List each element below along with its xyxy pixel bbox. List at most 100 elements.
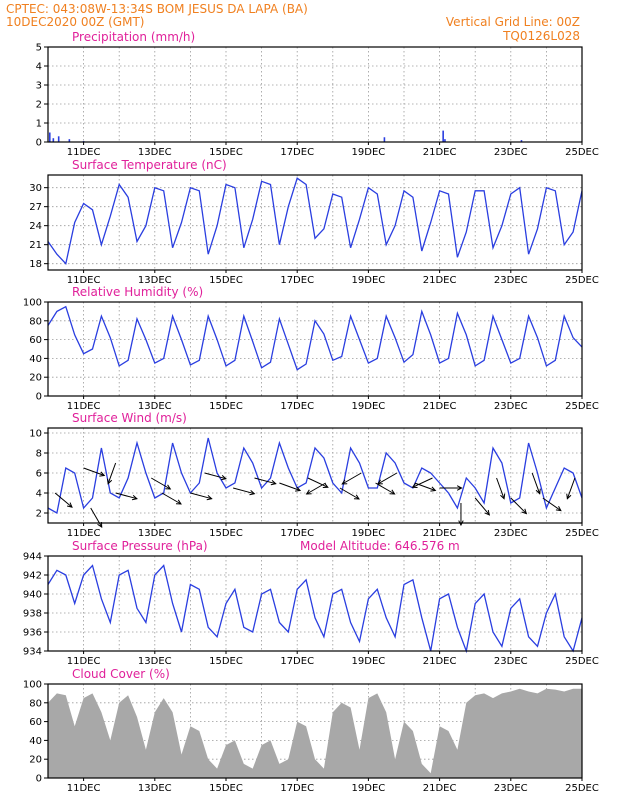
x-tick-label: 25DEC — [565, 783, 599, 794]
x-tick-label: 19DEC — [352, 147, 386, 158]
x-tick-label: 13DEC — [138, 656, 172, 667]
x-tick-label: 11DEC — [67, 783, 101, 794]
x-tick-label: 15DEC — [209, 528, 243, 539]
x-tick-label: 15DEC — [209, 401, 243, 412]
y-tick-label: 80 — [29, 698, 42, 709]
temp-series-line — [47, 177, 583, 266]
wind-vector — [341, 472, 362, 485]
y-tick-label: 4 — [36, 489, 42, 500]
x-tick-label: 23DEC — [494, 528, 528, 539]
x-tick-label: 25DEC — [565, 275, 599, 286]
panel-frame — [47, 46, 583, 143]
precip-bar — [442, 130, 444, 142]
y-tick-label: 0 — [36, 392, 42, 403]
x-tick-label: 17DEC — [280, 528, 314, 539]
panel-title: Surface Pressure (hPa) — [72, 539, 208, 553]
x-tick-label: 21DEC — [423, 147, 457, 158]
x-tick-label: 17DEC — [280, 783, 314, 794]
panel-cloud: 0 20 40 60 80 100 11DEC 13DEC 15DEC 17DEC 19DEC 21D… — [23, 667, 599, 794]
header-model-code: TQ0126L028 — [502, 29, 580, 43]
y-tick-label: 0 — [36, 774, 42, 785]
header-run-date: 10DEC2020 00Z (GMT) — [6, 15, 144, 29]
wind-vector — [375, 482, 396, 495]
precip-bar — [57, 136, 60, 142]
wind-vector — [161, 492, 182, 505]
x-tick-label: 19DEC — [352, 275, 386, 286]
x-tick-label: 17DEC — [280, 401, 314, 412]
x-tick-label: 15DEC — [209, 656, 243, 667]
y-tick-label: 5 — [36, 43, 42, 54]
wind-vector — [83, 467, 106, 477]
y-tick-label: 80 — [29, 316, 42, 327]
x-tick-label: 11DEC — [67, 275, 101, 286]
y-tick-label: 40 — [29, 736, 42, 747]
x-tick-label: 13DEC — [138, 147, 172, 158]
panel-rh: 0 20 40 60 80 100 11DEC 13DEC 15DEC 17DEC 19DEC 21D… — [23, 285, 599, 412]
panel-note: Model Altitude: 646.576 m — [300, 539, 460, 553]
y-tick-label: 18 — [29, 259, 42, 270]
y-tick-label: 27 — [29, 202, 42, 213]
panel-title: Surface Wind (m/s) — [72, 411, 187, 425]
wind-vector — [496, 477, 506, 500]
wind-vector — [305, 482, 326, 495]
rh-series-line — [47, 305, 583, 371]
wind-vector — [566, 477, 576, 500]
y-tick-label: 934 — [23, 647, 42, 658]
x-tick-label: 15DEC — [209, 147, 243, 158]
y-tick-label: 3 — [36, 81, 42, 92]
x-tick-label: 23DEC — [494, 275, 528, 286]
x-tick-label: 17DEC — [280, 275, 314, 286]
y-tick-label: 20 — [29, 373, 42, 384]
wind-vector — [107, 462, 117, 485]
precip-bar — [52, 138, 55, 142]
y-tick-label: 944 — [23, 552, 42, 563]
panel-frame — [47, 683, 583, 779]
wind-vector — [279, 482, 302, 492]
y-tick-label: 938 — [23, 609, 42, 620]
x-tick-label: 15DEC — [209, 275, 243, 286]
cloud-cover-area — [48, 688, 582, 778]
x-tick-label: 11DEC — [67, 528, 101, 539]
wind-vector — [510, 497, 528, 515]
y-tick-label: 0 — [36, 138, 42, 149]
wind-vector — [439, 485, 463, 491]
wind-vector — [339, 487, 360, 500]
panel-frame — [47, 427, 583, 524]
wind-vector — [531, 472, 541, 495]
x-tick-label: 23DEC — [494, 401, 528, 412]
x-tick-label: 25DEC — [565, 528, 599, 539]
y-tick-label: 24 — [29, 221, 42, 232]
panel-precip: 0 1 2 3 4 5 11DEC 13DEC 15DEC 17DEC 19DEC 21DEC 23DE… — [36, 30, 599, 158]
y-tick-label: 30 — [29, 183, 42, 194]
y-tick-label: 942 — [23, 571, 42, 582]
meteogram-panels: 0 1 2 3 4 5 11DEC 13DEC 15DEC 17DEC 19DEC 21DEC 23DE… — [23, 30, 599, 794]
header: CPTEC: 043:08W-13:34S BOM JESUS DA LAPA … — [6, 2, 580, 43]
header-grid-note: Vertical Grid Line: 00Z — [446, 15, 580, 29]
y-tick-label: 21 — [29, 240, 42, 251]
wind-vector — [232, 487, 256, 496]
x-tick-label: 11DEC — [67, 656, 101, 667]
wind-vector — [204, 472, 227, 481]
precip-bar — [48, 132, 51, 142]
wind-vector — [115, 492, 138, 501]
y-tick-label: 100 — [23, 298, 42, 309]
x-tick-label: 25DEC — [565, 656, 599, 667]
x-tick-label: 25DEC — [565, 401, 599, 412]
x-tick-label: 21DEC — [423, 275, 457, 286]
x-tick-label: 23DEC — [494, 656, 528, 667]
wind-vector — [458, 503, 464, 527]
x-tick-label: 19DEC — [352, 528, 386, 539]
x-tick-label: 17DEC — [280, 656, 314, 667]
y-tick-label: 8 — [36, 449, 42, 460]
y-tick-label: 6 — [36, 469, 42, 480]
wind-vector — [307, 477, 329, 488]
x-tick-label: 15DEC — [209, 783, 243, 794]
x-tick-label: 19DEC — [352, 783, 386, 794]
panel-frame — [47, 301, 583, 397]
x-tick-label: 13DEC — [138, 783, 172, 794]
wind-vector — [254, 477, 277, 486]
panel-title: Surface Temperature (nC) — [72, 158, 227, 172]
precip-bar — [383, 137, 386, 142]
y-tick-label: 60 — [29, 717, 42, 728]
